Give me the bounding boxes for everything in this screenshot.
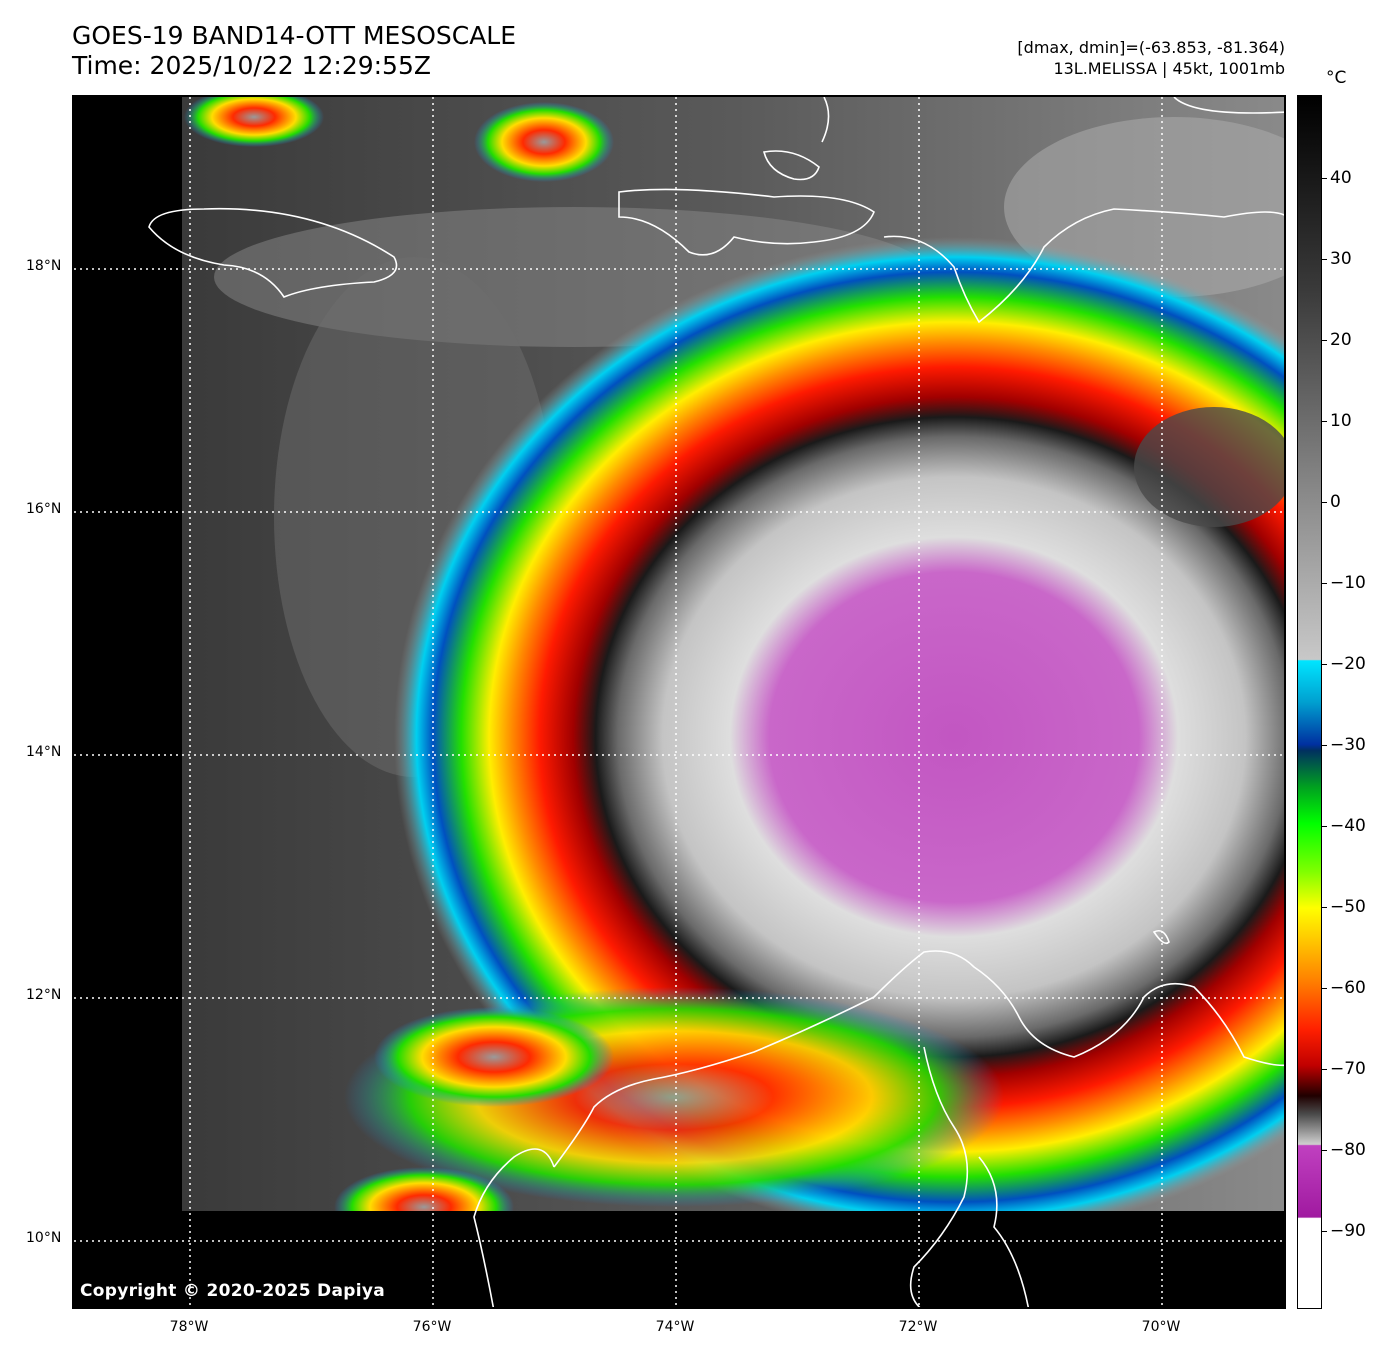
- lon-label-72w: 72°W: [898, 1319, 938, 1335]
- copyright-notice: Copyright © 2020-2025 Dapiya: [80, 1281, 385, 1301]
- lon-label-70w: 70°W: [1141, 1319, 1181, 1335]
- colorbar-tick-label: −90: [1330, 1221, 1366, 1241]
- satellite-image: [74, 97, 1284, 1307]
- gridlines: [74, 97, 1284, 1307]
- colorbar-tick: [1322, 340, 1327, 341]
- colorbar-tick: [1322, 1150, 1327, 1151]
- colorbar-unit: °C: [1326, 68, 1347, 88]
- lon-label-74w: 74°W: [655, 1319, 695, 1335]
- colorbar-tick-label: −30: [1330, 735, 1366, 755]
- colorbar-tick: [1322, 826, 1327, 827]
- colorbar-tick-label: −60: [1330, 978, 1366, 998]
- lat-label-10n: 10°N: [26, 1230, 62, 1246]
- colorbar-tick: [1322, 259, 1327, 260]
- colorbar: [1297, 95, 1322, 1309]
- colorbar-tick: [1322, 178, 1327, 179]
- colorbar-tick: [1322, 988, 1327, 989]
- colorbar-tick: [1322, 1069, 1327, 1070]
- colorbar-tick: [1322, 502, 1327, 503]
- colorbar-tick: [1322, 421, 1327, 422]
- colorbar-tick-label: −40: [1330, 816, 1366, 836]
- colorbar-tick: [1322, 745, 1327, 746]
- colorbar-tick: [1322, 907, 1327, 908]
- timestamp: Time: 2025/10/22 12:29:55Z: [72, 51, 431, 80]
- colorbar-tick-label: −10: [1330, 573, 1366, 593]
- colorbar-tick: [1322, 1231, 1327, 1232]
- lon-label-78w: 78°W: [169, 1319, 209, 1335]
- colorbar-tick-label: −50: [1330, 897, 1366, 917]
- satellite-map: Copyright © 2020-2025 Dapiya: [72, 95, 1286, 1309]
- lat-label-16n: 16°N: [26, 501, 62, 517]
- lon-label-76w: 76°W: [412, 1319, 452, 1335]
- colorbar-tick-label: 10: [1330, 411, 1352, 431]
- colorbar-tick-label: −20: [1330, 654, 1366, 674]
- lat-label-14n: 14°N: [26, 744, 62, 760]
- colorbar-tick-label: 0: [1330, 492, 1341, 512]
- colorbar-tick-label: 30: [1330, 249, 1352, 269]
- colorbar-tick: [1322, 664, 1327, 665]
- storm-info: 13L.MELISSA | 45kt, 1001mb: [1053, 59, 1285, 78]
- lat-label-18n: 18°N: [26, 258, 62, 274]
- lat-label-12n: 12°N: [26, 987, 62, 1003]
- colorbar-tick-label: −70: [1330, 1059, 1366, 1079]
- chart-title: GOES-19 BAND14-OTT MESOSCALE: [72, 21, 517, 50]
- colorbar-tick-label: −80: [1330, 1140, 1366, 1160]
- colorbar-tick-label: 40: [1330, 168, 1352, 188]
- coastlines: [148, 97, 1284, 1307]
- dmax-dmin-readout: [dmax, dmin]=(-63.853, -81.364): [1017, 38, 1285, 57]
- colorbar-tick: [1322, 583, 1327, 584]
- colorbar-tick-label: 20: [1330, 330, 1352, 350]
